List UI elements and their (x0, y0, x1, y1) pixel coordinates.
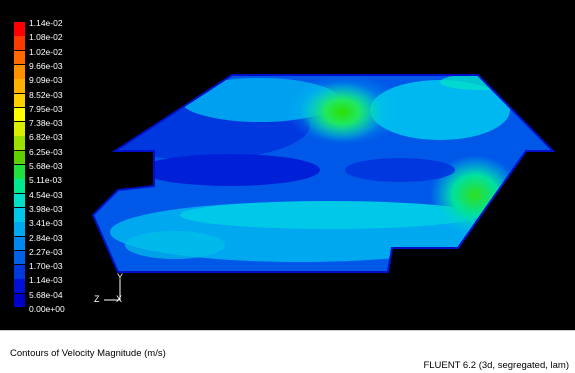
legend-entry: 2.27e-03 (8, 246, 98, 265)
legend-entry: 1.14e-03 (8, 275, 98, 294)
legend-swatch (14, 107, 25, 122)
legend-entry: 1.70e-03 (8, 261, 98, 279)
legend-swatch (14, 265, 25, 279)
legend-label: 5.68e-03 (29, 161, 63, 171)
axis-triad: Y X Z (88, 272, 128, 308)
legend-entry: 5.68e-04 (8, 289, 98, 308)
legend-label: 1.08e-02 (29, 32, 63, 43)
legend-label: 1.70e-03 (29, 261, 63, 272)
legend-label: 3.41e-03 (29, 218, 63, 229)
legend-entry: 2.84e-03 (8, 232, 98, 251)
axis-lines (104, 280, 121, 301)
legend-entry: 1.08e-02 (8, 32, 98, 50)
legend-swatch (14, 293, 25, 308)
plot-caption: Contours of Velocity Magnitude (m/s) (10, 348, 166, 359)
legend-entry: 5.11e-03 (8, 175, 98, 193)
legend-label: 9.66e-03 (29, 60, 63, 71)
velocity-contours (93, 75, 553, 272)
legend-entry: 3.41e-03 (8, 218, 98, 236)
legend-swatch (14, 36, 25, 50)
legend-swatch (14, 22, 25, 36)
legend-swatch (14, 236, 25, 251)
legend-entry: 1.02e-02 (8, 46, 98, 65)
legend-label: 0.00e+00 (29, 304, 65, 314)
legend-entry: 5.68e-03 (8, 161, 98, 179)
legend-swatch (14, 79, 25, 93)
legend-label: 1.14e-02 (29, 18, 63, 28)
legend-swatch (14, 122, 25, 136)
legend-label: 6.25e-03 (29, 146, 63, 157)
legend-swatch (14, 93, 25, 108)
legend-label: 8.52e-03 (29, 89, 63, 100)
legend-swatch (14, 165, 25, 179)
legend-entry: 1.14e-02 (8, 18, 98, 36)
legend-swatch (14, 64, 25, 79)
legend-entry: 9.66e-03 (8, 60, 98, 79)
legend-label: 7.95e-03 (29, 103, 63, 114)
legend-label: 1.02e-02 (29, 46, 63, 57)
contour-plot (91, 74, 556, 273)
legend-entry: 8.52e-03 (8, 89, 98, 108)
legend-swatch (14, 179, 25, 193)
legend-entry: 6.82e-03 (8, 132, 98, 151)
legend-entry: 7.38e-03 (8, 118, 98, 136)
legend-entry: 7.95e-03 (8, 103, 98, 122)
legend-label: 6.82e-03 (29, 132, 63, 143)
legend-label: 4.54e-03 (29, 189, 63, 200)
legend-swatch (14, 250, 25, 265)
legend-label: 2.84e-03 (29, 232, 63, 243)
legend-label: 5.11e-03 (29, 175, 62, 186)
solver-info: FLUENT 6.2 (3d, segregated, lam) (423, 360, 569, 371)
legend-entry: 4.54e-03 (8, 189, 98, 208)
legend-entry: 0.00e+00 (8, 304, 98, 317)
legend-entry: 9.09e-03 (8, 75, 98, 93)
legend-label: 9.09e-03 (29, 75, 63, 86)
legend-swatch (14, 279, 25, 294)
graphics-viewport[interactable]: 1.14e-02 1.08e-02 1.02e-02 9.66e-03 9.09e-03… (0, 0, 575, 330)
legend-swatch (14, 222, 25, 236)
x-axis-label: X (116, 294, 123, 304)
legend-swatch (14, 150, 25, 165)
legend-label: 1.14e-03 (29, 275, 63, 286)
legend-swatch (14, 193, 25, 208)
legend-swatch (14, 50, 25, 65)
z-axis-label: Z (94, 294, 100, 304)
legend-entry: 6.25e-03 (8, 146, 98, 165)
legend-label: 2.27e-03 (29, 246, 63, 257)
legend-swatch (14, 136, 25, 151)
legend-label: 3.98e-03 (29, 203, 63, 214)
legend-entry: 3.98e-03 (8, 203, 98, 222)
domain-boundary (91, 74, 556, 273)
legend-swatch (14, 207, 25, 222)
legend-label: 7.38e-03 (29, 118, 63, 129)
title-footer: Contours of Velocity Magnitude (m/s) FLU… (0, 330, 575, 373)
legend-label: 5.68e-04 (29, 289, 63, 300)
y-axis-label: Y (117, 272, 124, 282)
